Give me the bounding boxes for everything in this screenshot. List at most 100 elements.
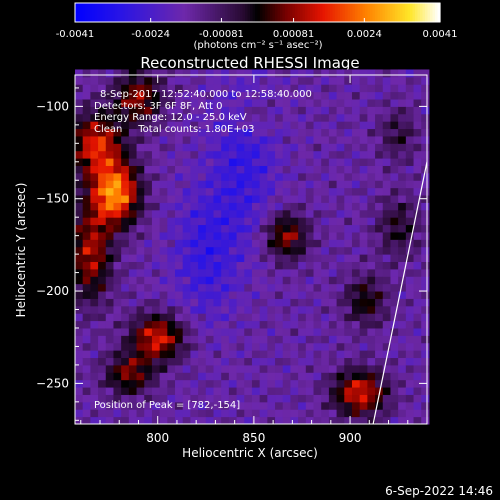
heatmap-cell [144,254,153,263]
colorbar-cell [275,3,279,22]
heatmap-cell [421,335,430,344]
heatmap-cell [382,84,391,93]
heatmap-cell [182,99,191,107]
heatmap-cell [182,128,191,137]
heatmap-cell [398,128,407,137]
heatmap-cell [159,135,168,144]
heatmap-cell [144,387,153,395]
heatmap-cell [321,372,330,381]
heatmap-cell [382,180,391,189]
heatmap-cell [82,239,91,248]
heatmap-cell [121,283,130,292]
heatmap-cell [267,261,276,270]
heatmap-cell [244,342,253,351]
heatmap-cell [167,195,176,203]
heatmap-cell [375,239,384,248]
heatmap-cell [321,401,330,410]
heatmap-cell [244,187,253,196]
heatmap-cell [421,409,430,418]
heatmap-cell [413,69,422,78]
heatmap-cell [375,165,384,174]
heatmap-cell [213,187,222,196]
heatmap-cell [244,231,253,240]
heatmap-cell [113,69,122,78]
heatmap-cell [151,401,161,410]
heatmap-cell [221,224,230,233]
heatmap-cell [121,342,130,351]
colorbar-cell [247,3,251,22]
heatmap-cell [382,268,391,277]
heatmap-cell [336,135,345,144]
heatmap-cell [128,372,138,381]
y-tick-label: −250 [36,376,69,390]
heatmap-cell [98,246,107,255]
heatmap-cell [128,113,138,122]
heatmap-cell [90,158,99,166]
heatmap-cell [398,150,407,159]
heatmap-cell [398,387,407,395]
heatmap-cell [190,387,199,395]
heatmap-cell [236,305,245,314]
heatmap-cell [151,372,161,381]
heatmap-cell [236,276,245,285]
heatmap-cell [421,283,430,292]
heatmap-cell [175,239,184,248]
heatmap-cell [121,320,130,329]
heatmap-cell [205,387,214,395]
heatmap-cell [151,246,161,255]
heatmap-cell [313,379,322,388]
heatmap-cell [244,180,253,189]
heatmap-cell [313,401,322,410]
heatmap-cell [75,387,84,395]
heatmap-cell [90,387,99,395]
heatmap-cell [313,305,322,314]
heatmap-cell [221,387,230,395]
heatmap-cell [151,350,161,359]
heatmap-cell [375,335,384,344]
heatmap-cell [390,91,399,100]
heatmap-cell [213,76,222,85]
heatmap-cell [282,150,291,159]
heatmap-cell [190,224,199,233]
heatmap-cell [98,217,107,226]
heatmap-cell [351,113,361,122]
heatmap-cell [267,283,276,292]
heatmap-cell [244,401,253,410]
heatmap-cell [336,350,345,359]
heatmap-cell [198,143,207,152]
heatmap-cell [344,121,353,130]
colorbar-cell [322,3,326,22]
heatmap-cell [198,224,207,233]
heatmap-cell [82,195,91,203]
heatmap-cell [390,394,399,403]
heatmap-cell [75,231,84,240]
heatmap-cell [144,180,153,189]
heatmap-cell [421,172,430,181]
heatmap-cell [121,231,130,240]
heatmap-cell [382,113,391,122]
heatmap-cell [159,342,168,351]
heatmap-cell [413,84,422,93]
heatmap-cell [228,158,238,166]
heatmap-cell [351,239,361,248]
heatmap-cell [267,401,276,410]
heatmap-cell [198,394,207,403]
heatmap-cell [367,195,376,203]
heatmap-cell [351,231,361,240]
heatmap-cell [367,106,376,115]
colorbar-cell [350,3,354,22]
heatmap-cell [228,121,238,130]
heatmap-cell [305,224,315,233]
heatmap-cell [298,261,307,270]
heatmap-cell [190,394,199,403]
colorbar-cell [95,3,99,22]
heatmap-cell [398,143,407,152]
heatmap-cell [159,305,168,314]
heatmap-cell [113,291,122,299]
heatmap-cell [228,320,238,329]
heatmap-cell [398,327,407,336]
heatmap-cell [98,187,107,196]
heatmap-cell [198,150,207,159]
heatmap-cell [390,387,399,395]
heatmap-cell [336,150,345,159]
